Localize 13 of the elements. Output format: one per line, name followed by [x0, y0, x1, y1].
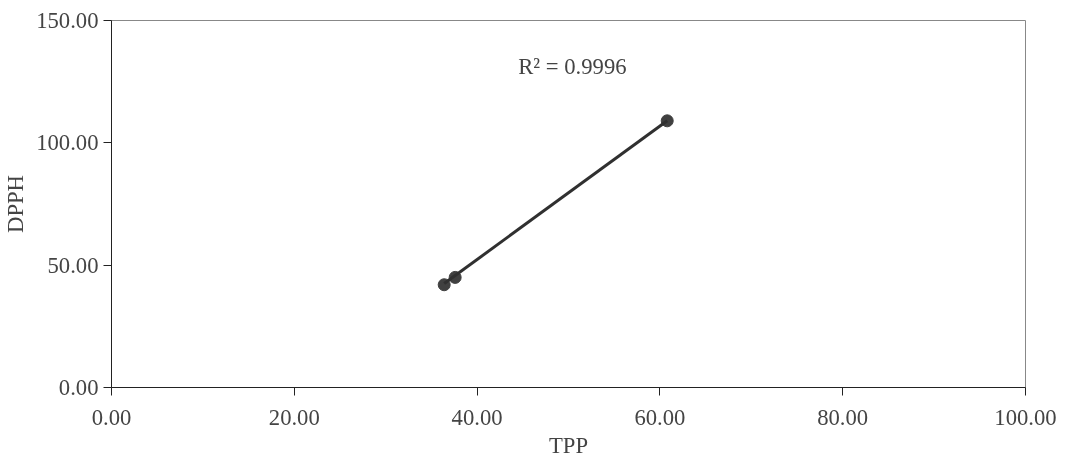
- x-axis-title: TPP: [548, 432, 589, 458]
- y-tick-label: 0.00: [58, 375, 99, 400]
- x-tick-label: 40.00: [451, 404, 503, 430]
- x-tick-label: 80.00: [817, 404, 869, 430]
- x-tick-label: 60.00: [634, 404, 686, 430]
- x-tick-label: 20.00: [268, 404, 320, 430]
- x-tick-label: 0.00: [91, 404, 132, 430]
- y-axis-title: DPPH: [3, 175, 29, 233]
- y-tick-label: 50.00: [47, 252, 99, 278]
- x-tick-label: 100.00: [994, 404, 1057, 430]
- y-tick-label: 100.00: [36, 130, 99, 156]
- y-tick-label: 150.00: [36, 8, 99, 33]
- annotation: R² = 0.9996: [518, 54, 627, 80]
